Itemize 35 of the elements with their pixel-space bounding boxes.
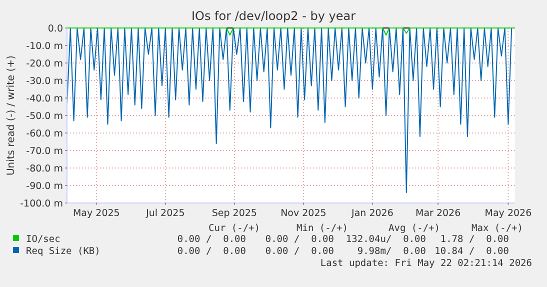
y-tick-label: -60.0 m bbox=[26, 128, 63, 140]
text: 0.00 / 0.00 bbox=[177, 246, 246, 257]
x-tick-label: Sep 2025 bbox=[212, 208, 257, 219]
y-tick-label: -30.0 m bbox=[26, 76, 63, 87]
y-tick-label: -10.0 m bbox=[26, 41, 63, 52]
text: 0.00 / 0.00 bbox=[265, 234, 334, 245]
text: 9.98m/ 0.00 bbox=[357, 246, 426, 257]
x-tick-label: May 2025 bbox=[72, 208, 120, 219]
y-tick-label: -70.0 m bbox=[26, 146, 63, 157]
y-tick-label: 0.0 bbox=[48, 24, 63, 34]
x-tick-label: Jul 2025 bbox=[145, 208, 185, 219]
text: Min (-/+) bbox=[296, 223, 348, 234]
text: Max (-/+) bbox=[472, 223, 523, 234]
x-tick-label: Mar 2026 bbox=[416, 208, 461, 219]
chart-title: IOs for /dev/loop2 - by year bbox=[191, 9, 356, 23]
y-tick-label: -20.0 m bbox=[26, 58, 63, 70]
y-tick-label: -100.0 m bbox=[20, 198, 63, 210]
text: 0.00 / 0.00 bbox=[177, 234, 246, 245]
x-tick-label: Jan 2026 bbox=[350, 208, 394, 219]
text: Avg (-/+) bbox=[388, 223, 440, 234]
y-axis-title: Units read (-) / write (+) bbox=[6, 55, 17, 176]
text: 0.00 / 0.00 bbox=[265, 246, 334, 257]
x-tick-label: Nov 2025 bbox=[280, 208, 326, 219]
text: 10.84 / 0.00 bbox=[434, 246, 510, 257]
y-tick-label: -40.0 m bbox=[26, 94, 63, 104]
legend-label: Req Size (KB) bbox=[26, 246, 100, 257]
y-tick-label: -80.0 m bbox=[26, 164, 63, 174]
text: 1.78 / 0.00 bbox=[440, 234, 510, 245]
x-tick-label: May 2026 bbox=[484, 208, 532, 219]
y-tick-label: -50.0 m bbox=[26, 111, 63, 122]
y-tick-label: -90.0 m bbox=[26, 181, 63, 192]
text: Cur (-/+) bbox=[208, 223, 260, 234]
text: 132.04u/ 0.00 bbox=[346, 234, 426, 245]
text: Last update: Fri May 22 02:21:14 2026 bbox=[320, 258, 532, 269]
legend-label: IO/sec bbox=[26, 234, 60, 245]
